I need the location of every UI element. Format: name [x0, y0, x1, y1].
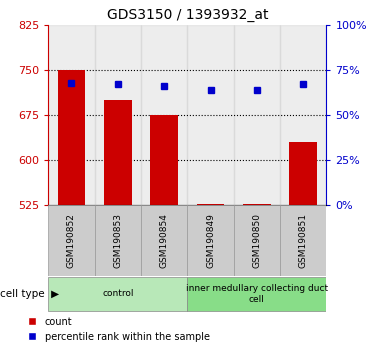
Bar	[197, 204, 224, 205]
Bar	[58, 70, 85, 205]
Text: control: control	[102, 289, 134, 298]
Text: cell type  ▶: cell type ▶	[0, 289, 59, 299]
FancyBboxPatch shape	[234, 205, 280, 276]
Legend: count, percentile rank within the sample: count, percentile rank within the sample	[23, 313, 214, 346]
Text: GSM190851: GSM190851	[299, 213, 308, 268]
FancyBboxPatch shape	[48, 277, 187, 311]
Bar	[187, 25, 234, 205]
Bar	[243, 204, 271, 205]
FancyBboxPatch shape	[141, 205, 187, 276]
Bar	[280, 25, 326, 205]
Text: GSM190853: GSM190853	[113, 213, 122, 268]
FancyBboxPatch shape	[48, 205, 95, 276]
Bar	[95, 25, 141, 205]
FancyBboxPatch shape	[187, 205, 234, 276]
Bar	[104, 100, 132, 205]
FancyBboxPatch shape	[187, 277, 326, 311]
Title: GDS3150 / 1393932_at: GDS3150 / 1393932_at	[106, 8, 268, 22]
FancyBboxPatch shape	[280, 205, 326, 276]
Bar	[234, 25, 280, 205]
FancyBboxPatch shape	[95, 205, 141, 276]
Text: inner medullary collecting duct
cell: inner medullary collecting duct cell	[186, 284, 328, 303]
Bar	[150, 115, 178, 205]
Text: GSM190852: GSM190852	[67, 213, 76, 268]
Bar	[141, 25, 187, 205]
Text: GSM190854: GSM190854	[160, 213, 169, 268]
Bar	[48, 25, 95, 205]
Bar	[289, 142, 317, 205]
Text: GSM190849: GSM190849	[206, 213, 215, 268]
Text: GSM190850: GSM190850	[252, 213, 262, 268]
